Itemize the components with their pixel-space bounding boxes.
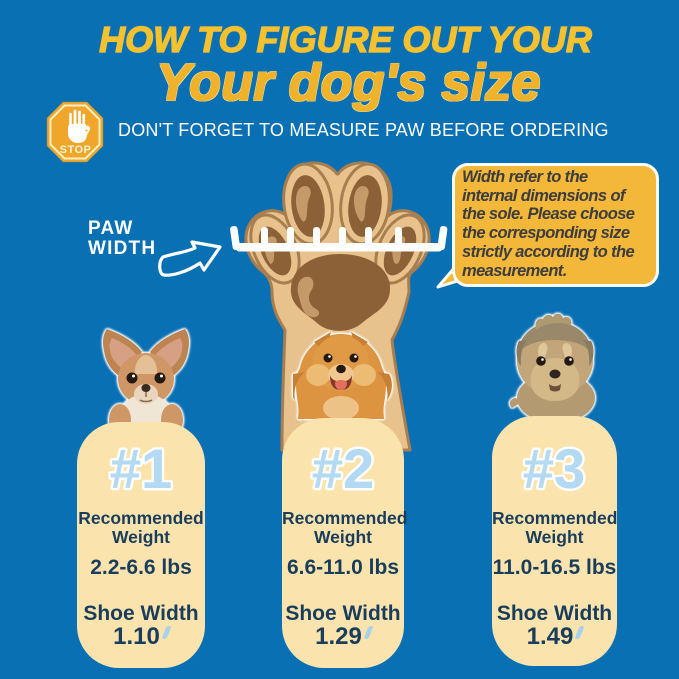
svg-text:#3: #3 [523, 437, 585, 500]
svg-text:#3: #3 [523, 437, 585, 500]
svg-text:#1: #1 [110, 437, 172, 500]
svg-text:#2: #2 [312, 437, 374, 500]
svg-text:#2: #2 [312, 437, 374, 500]
svg-text:STOP: STOP [60, 144, 92, 156]
svg-text:#1: #1 [110, 437, 172, 500]
